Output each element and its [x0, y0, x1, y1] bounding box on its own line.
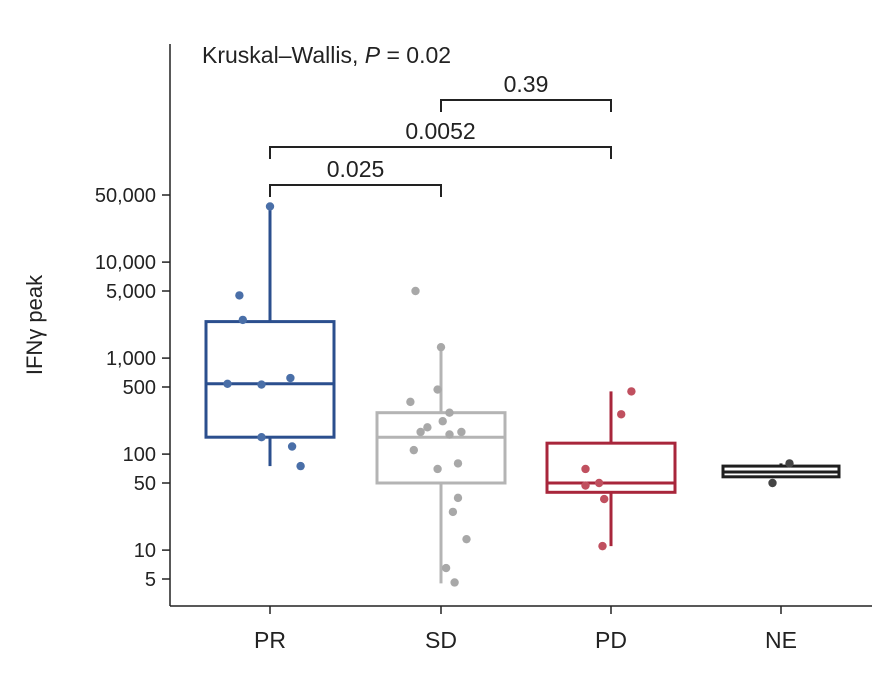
title-p: P	[365, 42, 381, 68]
data-point-sd	[433, 385, 442, 394]
data-point-pd	[600, 494, 609, 504]
boxes	[204, 206, 841, 584]
box-pr	[204, 206, 336, 467]
bracket-line	[440, 99, 612, 112]
y-tick-label: 10	[134, 540, 156, 562]
data-point-pd	[594, 478, 604, 488]
data-point-pd	[627, 387, 636, 396]
y-tick-label: 500	[123, 377, 156, 399]
box-iqr	[204, 320, 336, 439]
y-tick-label: 5,000	[106, 281, 156, 303]
data-point-pr	[235, 291, 244, 300]
data-point-sd	[453, 493, 463, 503]
x-tick-label-sd: SD	[425, 627, 457, 653]
data-point-sd	[416, 427, 425, 437]
comparison-brackets: 0.025 0.0052 0.39	[269, 71, 612, 197]
box-iqr	[375, 411, 507, 485]
p-value-label: 0.39	[504, 71, 549, 97]
chart-title: Kruskal–Wallis, P = 0.02	[202, 42, 451, 68]
axes	[169, 44, 872, 607]
bracket-0-2: 0.0052	[269, 118, 612, 159]
data-point-sd	[445, 408, 454, 417]
bracket-line	[269, 146, 612, 159]
box-iqr	[545, 441, 677, 494]
data-point-pd	[598, 541, 607, 551]
box-pd	[545, 391, 677, 547]
data-point-sd	[436, 342, 446, 352]
y-tick-label: 50	[134, 473, 156, 495]
data-point-pr	[286, 373, 295, 383]
data-point-ne	[785, 459, 794, 468]
data-point-pd	[581, 464, 590, 474]
data-point-pr	[296, 461, 305, 471]
data-point-pd	[581, 481, 590, 490]
data-point-sd	[423, 423, 432, 432]
y-tick-label: 10,000	[95, 252, 156, 274]
p-value-label: 0.0052	[405, 118, 475, 144]
data-point-sd	[457, 427, 466, 437]
data-point-sd	[445, 430, 454, 439]
data-point-sd	[450, 578, 459, 587]
data-point-pd	[617, 410, 626, 419]
bracket-1-2: 0.39	[440, 71, 612, 112]
data-point-pr	[257, 432, 266, 442]
data-point-sd	[433, 464, 442, 474]
y-tick-label: 100	[123, 444, 156, 466]
data-point-sd	[441, 563, 451, 573]
y-ticks: 5 10 50 100 500 1,000 5,000 10,000 50,000	[95, 185, 170, 591]
data-point-sd	[409, 445, 418, 455]
title-suffix: = 0.02	[380, 42, 451, 68]
data-point-pr	[223, 379, 232, 388]
bracket-0-1: 0.025	[269, 156, 442, 197]
bracket-line	[269, 184, 442, 197]
p-value-label: 0.025	[327, 156, 385, 182]
y-tick-label: 50,000	[95, 185, 156, 207]
y-tick-label: 1,000	[106, 348, 156, 370]
data-point-ne	[768, 478, 777, 488]
x-tick-label-ne: NE	[765, 627, 797, 653]
data-point-sd	[453, 459, 463, 468]
data-point-sd	[406, 397, 415, 407]
y-axis-label: IFNγ peak	[22, 274, 47, 375]
x-tick-label-pd: PD	[595, 627, 627, 653]
box-ne	[721, 463, 841, 479]
data-point-pr	[238, 315, 247, 325]
y-tick-label: 5	[145, 569, 156, 591]
x-tick-label-pr: PR	[254, 627, 286, 653]
x-ticks: PR SD PD NE	[254, 606, 797, 653]
data-point-pr	[257, 380, 266, 389]
data-point-pr	[287, 442, 297, 451]
data-points	[223, 202, 794, 587]
data-point-sd	[438, 417, 447, 426]
data-point-sd	[462, 534, 471, 544]
box-sd	[375, 347, 507, 584]
data-point-pr	[265, 202, 275, 211]
data-point-sd	[411, 286, 420, 296]
title-prefix: Kruskal–Wallis,	[202, 42, 365, 68]
data-point-sd	[448, 507, 458, 517]
